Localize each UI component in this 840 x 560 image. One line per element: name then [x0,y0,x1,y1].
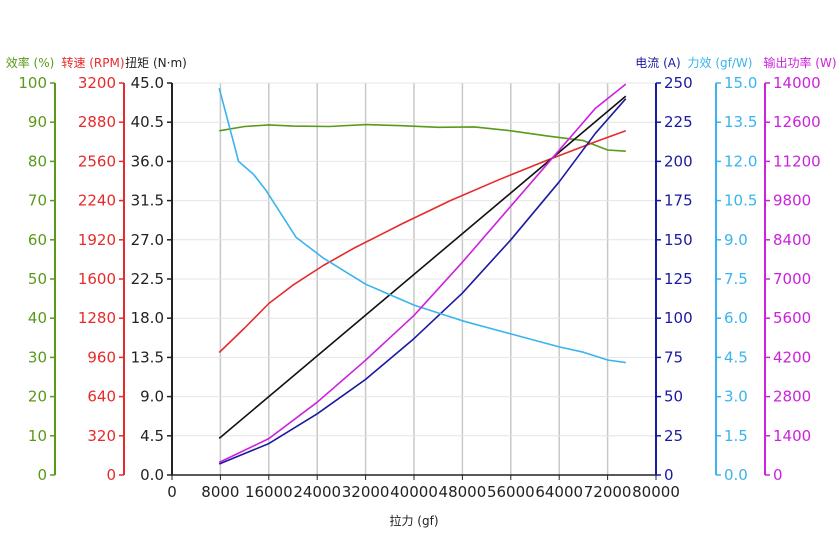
rpm-tick-label: 1920 [78,231,116,249]
torque-tick-label: 22.5 [131,270,164,288]
series-line-force_eff [218,87,626,364]
current-tick-label: 175 [664,192,693,210]
rpm-tick-label: 0 [106,466,116,484]
power-tick-label: 0 [773,466,783,484]
power-tick-label: 7000 [773,270,811,288]
rpm-tick-label: 1280 [78,309,116,327]
torque-tick-label: 27.0 [131,231,164,249]
torque-tick-label: 36.0 [131,152,164,170]
power-tick-label: 8400 [773,231,811,249]
data-series [218,83,627,465]
x-tick-label: 80000 [632,483,680,501]
force_eff-tick-label: 12.0 [724,152,757,170]
force_eff-tick-label: 15.0 [724,74,757,92]
rpm-tick-label: 640 [87,388,116,406]
x-tick-label: 8000 [201,483,239,501]
power-tick-label: 4200 [773,348,811,366]
torque-tick-label: 31.5 [131,192,164,210]
force_eff-tick-label: 6.0 [724,309,748,327]
x-tick-label: 48000 [439,483,487,501]
x-tick-label: 56000 [487,483,535,501]
power-tick-label: 5600 [773,309,811,327]
rpm-tick-label: 1600 [78,270,116,288]
series-line-torque [218,95,627,440]
eff_pct-tick-label: 0 [37,466,47,484]
torque-tick-label: 4.5 [140,427,164,445]
x-tick-label: 64000 [535,483,583,501]
eff_pct-tick-label: 70 [28,192,47,210]
current-axis-label: 电流 (A) [635,56,680,70]
rpm-tick-label: 2880 [78,113,116,131]
series-line-power [218,83,627,464]
rpm-tick-label: 960 [87,348,116,366]
force_eff-tick-label: 9.0 [724,231,748,249]
eff_pct-tick-label: 20 [28,388,47,406]
rpm-axis-label: 转速 (RPM) [61,55,124,70]
torque-tick-label: 0.0 [140,466,164,484]
eff_pct-tick-label: 30 [28,348,47,366]
rpm-tick-label: 2240 [78,192,116,210]
force_eff-tick-label: 1.5 [724,427,748,445]
torque-tick-label: 18.0 [131,309,164,327]
current-tick-label: 125 [664,270,693,288]
eff_pct-axis-label: 效率 (%) [6,55,55,70]
current-tick-label: 225 [664,113,693,131]
current-tick-label: 0 [664,466,674,484]
eff_pct-tick-label: 60 [28,231,47,249]
force_eff-tick-label: 0.0 [724,466,748,484]
x-tick-label: 72000 [584,483,632,501]
eff_pct-tick-label: 50 [28,270,47,288]
current-tick-label: 100 [664,309,693,327]
power-tick-label: 2800 [773,388,811,406]
current-tick-label: 75 [664,348,683,366]
power-tick-label: 14000 [773,74,821,92]
power-axis-label: 输出功率 (W) [763,55,836,70]
series-line-rpm [218,130,627,354]
torque-tick-label: 9.0 [140,388,164,406]
eff_pct-tick-label: 90 [28,113,47,131]
x-tick-label: 24000 [293,483,341,501]
x-tick-label: 32000 [342,483,390,501]
torque-tick-label: 13.5 [131,348,164,366]
x-tick-label: 16000 [245,483,293,501]
power-tick-label: 11200 [773,152,821,170]
torque-axis-label: 扭矩 (N·m) [125,56,187,70]
power-tick-label: 9800 [773,192,811,210]
series-line-eff_pct [219,123,626,152]
eff_pct-tick-label: 10 [28,427,47,445]
power-tick-label: 1400 [773,427,811,445]
force_eff-axis-label: 力效 (gf/W) [688,55,753,70]
power-tick-label: 12600 [773,113,821,131]
current-tick-label: 250 [664,74,693,92]
current-tick-label: 50 [664,388,683,406]
force_eff-tick-label: 4.5 [724,348,748,366]
series-line-current [218,98,627,465]
rpm-tick-label: 3200 [78,74,116,92]
eff_pct-tick-label: 40 [28,309,47,327]
x-tick-label: 40000 [390,483,438,501]
force_eff-tick-label: 10.5 [724,192,757,210]
axes: 0 8000 16000 24000 32000 40000 48000 56000 64000… [6,55,837,501]
grid-lines [172,82,657,475]
torque-tick-label: 45.0 [131,74,164,92]
x-tick-label: 0 [167,483,177,501]
current-tick-label: 25 [664,427,683,445]
force_eff-tick-label: 7.5 [724,270,748,288]
force_eff-tick-label: 13.5 [724,113,757,131]
x-axis-label: 拉力 (gf) [389,513,438,528]
force_eff-tick-label: 3.0 [724,388,748,406]
current-tick-label: 150 [664,231,693,249]
eff_pct-tick-label: 100 [18,74,47,92]
torque-tick-label: 40.5 [131,113,164,131]
rpm-tick-label: 320 [87,427,116,445]
eff_pct-tick-label: 80 [28,152,47,170]
rpm-tick-label: 2560 [78,152,116,170]
current-tick-label: 200 [664,152,693,170]
